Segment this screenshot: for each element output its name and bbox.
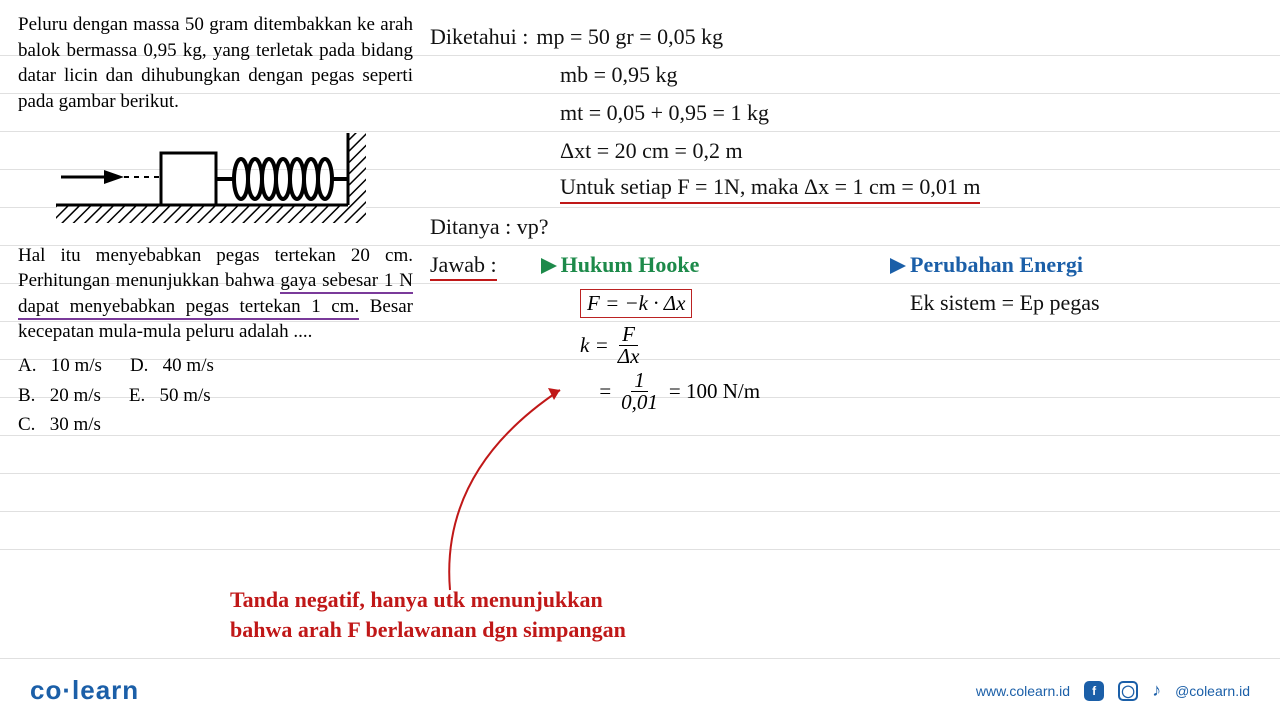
option-b: B. 20 m/s bbox=[18, 381, 101, 410]
logo: co·learn bbox=[30, 675, 139, 706]
k-result: = 100 N/m bbox=[669, 379, 760, 404]
option-e: E. 50 m/s bbox=[129, 381, 211, 410]
mt-value: mt = 0,05 + 0,95 = 1 kg bbox=[560, 100, 769, 126]
option-c: C. 30 m/s bbox=[18, 410, 101, 439]
physics-diagram bbox=[46, 125, 386, 235]
ditanya: Ditanya : vp? bbox=[430, 214, 549, 240]
diketahui-label: Diketahui : bbox=[430, 24, 528, 50]
k-value-fraction: 1 0,01 bbox=[618, 370, 661, 413]
facebook-icon: f bbox=[1084, 681, 1104, 701]
mp-value: mp = 50 gr = 0,05 kg bbox=[536, 24, 723, 50]
red-note: Tanda negatif, hanya utk menunjukkan bah… bbox=[230, 585, 626, 644]
red-note-line1: Tanda negatif, hanya utk menunjukkan bbox=[230, 585, 626, 615]
option-d: D. 40 m/s bbox=[130, 351, 214, 380]
instagram-icon: ◯ bbox=[1118, 681, 1138, 701]
jawab-label: Jawab : bbox=[430, 252, 497, 278]
solution-panel: Diketahui : mp = 50 gr = 0,05 kg mb = 0,… bbox=[430, 18, 1270, 414]
answer-options: A. 10 m/s D. 40 m/s B. 20 m/s E. 50 m/s … bbox=[18, 351, 413, 439]
footer: co·learn www.colearn.id f ◯ ♪ @colearn.i… bbox=[0, 675, 1280, 706]
problem-panel: Peluru dengan massa 50 gram ditembakkan … bbox=[18, 12, 413, 439]
dxt-value: Δxt = 20 cm = 0,2 m bbox=[560, 138, 743, 164]
energy-title: Perubahan Energi bbox=[890, 252, 1083, 278]
mb-value: mb = 0,95 kg bbox=[560, 62, 678, 88]
k-fraction: F Δx bbox=[615, 324, 643, 367]
footer-url: www.colearn.id bbox=[976, 683, 1070, 699]
tiktok-icon: ♪ bbox=[1152, 680, 1161, 701]
equals-sign: = bbox=[598, 379, 612, 404]
hooke-title: Hukum Hooke bbox=[541, 252, 700, 278]
option-a: A. 10 m/s bbox=[18, 351, 102, 380]
problem-paragraph-1: Peluru dengan massa 50 gram ditembakkan … bbox=[18, 12, 413, 115]
footer-handle: @colearn.id bbox=[1175, 683, 1250, 699]
k-equals: k = bbox=[580, 333, 609, 358]
hooke-equation: F = −k · Δx bbox=[580, 289, 692, 318]
red-note-line2: bahwa arah F berlawanan dgn simpangan bbox=[230, 615, 626, 645]
arrow-icon bbox=[890, 258, 906, 274]
energy-equation: Ek sistem = Ep pegas bbox=[910, 290, 1100, 316]
arrow-icon bbox=[541, 258, 557, 274]
untuk-setiap: Untuk setiap F = 1N, maka Δx = 1 cm = 0,… bbox=[560, 174, 980, 204]
problem-paragraph-2: Hal itu menyebabkan pegas tertekan 20 cm… bbox=[18, 243, 413, 346]
